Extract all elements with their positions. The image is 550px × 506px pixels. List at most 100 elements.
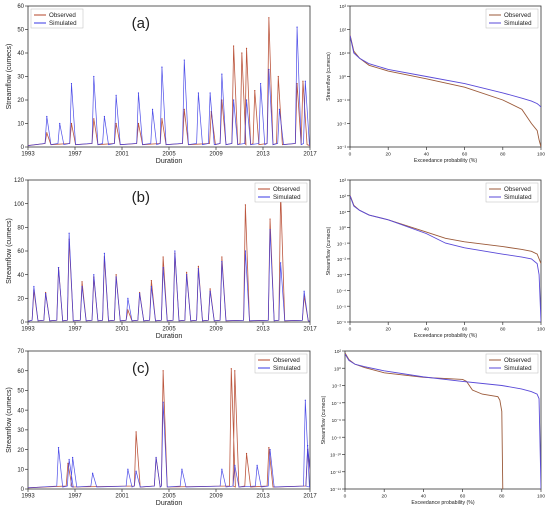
data-point-observed — [186, 271, 188, 273]
data-point-simulated — [127, 297, 129, 299]
y-tick-label: 10⁻² — [337, 257, 347, 262]
data-point-observed — [137, 122, 140, 125]
data-point-simulated — [245, 99, 248, 101]
x-tick-label: 0 — [344, 494, 347, 500]
y-tick-label: 10¹ — [339, 210, 346, 215]
series-line-simulated — [350, 35, 541, 108]
x-tick-label: 60 — [462, 327, 468, 333]
data-point-simulated — [278, 108, 281, 110]
legend-label: Simulated — [504, 365, 532, 372]
x-tick-label: 100 — [537, 152, 545, 158]
y-tick-label: 10⁻¹ — [337, 241, 347, 246]
legend-label: Simulated — [273, 365, 301, 372]
data-point-simulated — [127, 468, 129, 470]
data-point-observed — [162, 256, 164, 258]
data-point-simulated — [197, 268, 199, 270]
legend-label: Observed — [504, 357, 531, 364]
legend-label: Observed — [273, 357, 300, 364]
data-point-observed — [254, 90, 256, 92]
x-axis-label: Duration — [156, 333, 183, 340]
y-tick-label: 10² — [339, 194, 346, 199]
data-point-simulated — [115, 276, 117, 278]
x-tick-label: 1993 — [21, 327, 35, 333]
data-point-observed — [127, 309, 129, 311]
data-point-observed — [161, 118, 163, 120]
x-tick-label: 1997 — [68, 327, 82, 333]
y-tick-label: 0 — [21, 320, 25, 326]
legend-label: Simulated — [49, 20, 77, 27]
x-tick-label: 2005 — [162, 152, 176, 158]
x-tick-label: 1997 — [68, 152, 82, 158]
y-tick-label: 40 — [17, 408, 24, 414]
y-tick-label: 10 — [17, 122, 24, 128]
y-tick-label: 70 — [17, 349, 24, 355]
x-tick-label: 20 — [386, 152, 392, 158]
y-tick-label: 10⁻³ — [337, 273, 347, 278]
data-point-observed — [234, 370, 236, 372]
data-point-observed — [269, 218, 271, 220]
data-point-observed — [183, 108, 185, 110]
series-line-simulated — [350, 195, 541, 322]
plot-frame — [349, 5, 542, 148]
x-tick-label: 2009 — [209, 327, 223, 333]
y-tick-label: 10⁻¹⁴ — [330, 487, 341, 492]
data-point-simulated — [103, 252, 105, 254]
y-tick-label: 10⁻⁸ — [332, 435, 342, 440]
data-point-simulated — [304, 80, 306, 82]
y-tick-label: 10⁻² — [337, 122, 347, 127]
x-tick-label: 40 — [421, 494, 427, 500]
x-tick-label: 1993 — [21, 494, 35, 500]
data-point-observed — [245, 47, 248, 49]
data-point-simulated — [92, 472, 94, 474]
data-point-simulated — [45, 293, 47, 295]
x-tick-label: 2001 — [115, 152, 129, 158]
y-tick-label: 0 — [21, 145, 25, 151]
y-tick-label: 10³ — [339, 4, 346, 9]
x-tick-label: 2017 — [303, 152, 317, 158]
x-tick-label: 2005 — [162, 494, 176, 500]
y-tick-label: 50 — [17, 389, 24, 395]
y-axis-label: Streamflow (cumecs) — [6, 44, 13, 110]
data-point-simulated — [280, 262, 282, 264]
plot-frame — [344, 350, 542, 490]
data-point-simulated — [139, 293, 141, 295]
y-tick-label: 10⁻³ — [337, 145, 347, 150]
y-tick-label: 10⁻⁶ — [337, 320, 347, 325]
x-tick-label: 1997 — [68, 494, 82, 500]
data-point-observed — [46, 132, 48, 134]
data-point-simulated — [93, 75, 95, 78]
y-tick-label: 10⁻¹ — [337, 98, 347, 103]
data-point-simulated — [304, 399, 306, 401]
y-tick-label: 20 — [17, 98, 24, 104]
data-point-observed — [221, 256, 223, 258]
x-tick-label: 2013 — [256, 494, 270, 500]
y-tick-label: 10⁻¹² — [330, 470, 341, 475]
chart-c-fdc: 10² 10⁰ 10⁻² 10⁻⁴ 10⁻⁶ 10⁻⁸ 10⁻¹⁰ 10⁻¹² 10⁻¹⁴0 20… — [321, 349, 545, 506]
x-axis-label: Exceedance probability (%) — [411, 500, 474, 506]
data-point-observed — [241, 52, 243, 54]
legend-label: Simulated — [504, 194, 532, 201]
data-point-simulated — [256, 464, 258, 466]
data-point-simulated — [46, 115, 48, 118]
data-point-simulated — [209, 290, 211, 292]
data-point-observed — [115, 274, 117, 276]
data-point-simulated — [162, 401, 164, 403]
chart-b-fdc: 10³ 10² 10¹ 10⁰ 10⁻¹ 10⁻² 10⁻³ 10⁻⁴ 10⁻⁵ 10⁻⁶0 20 4… — [326, 178, 545, 339]
data-point-simulated — [221, 261, 223, 263]
data-point-simulated — [81, 285, 83, 288]
x-tick-label: 20 — [386, 327, 392, 333]
y-tick-label: 100 — [14, 202, 25, 208]
x-axis-label: Exceedance probability (%) — [414, 333, 477, 339]
x-tick-label: 0 — [349, 327, 352, 333]
data-point-simulated — [59, 122, 61, 125]
series-line-simulated — [345, 353, 541, 489]
data-point-observed — [245, 452, 248, 455]
y-tick-label: 10¹ — [339, 51, 346, 56]
legend-label: Observed — [273, 186, 300, 193]
y-axis-label: Streamflow (cumecs) — [321, 395, 327, 444]
x-tick-label: 2013 — [256, 152, 270, 158]
data-point-observed — [45, 291, 47, 294]
data-point-simulated — [244, 250, 246, 252]
